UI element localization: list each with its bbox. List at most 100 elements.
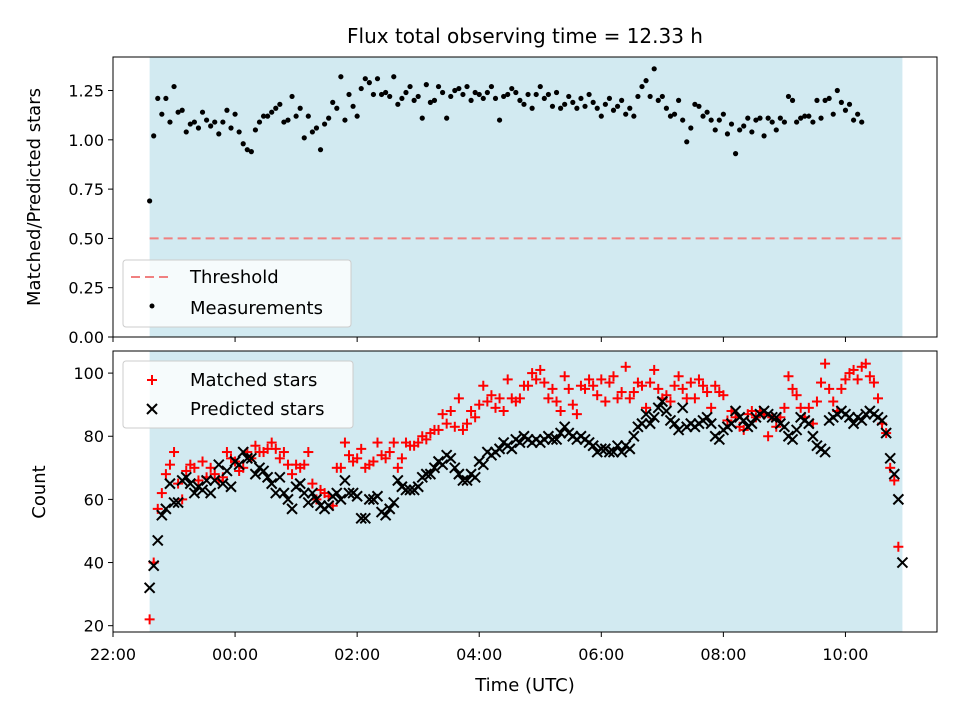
matched-point (205, 462, 216, 473)
predicted-point-b (880, 427, 892, 439)
predicted-point (880, 427, 892, 439)
predicted-point-b (180, 471, 192, 483)
count-xtick-label: 02:00 (334, 645, 380, 664)
predicted-point-b (196, 484, 209, 496)
predicted-point-b (302, 496, 315, 509)
predicted-point (404, 484, 416, 496)
matched-point (462, 418, 473, 429)
predicted-point-b (204, 487, 217, 499)
measurement-point (208, 123, 214, 129)
predicted-point-b (819, 446, 831, 458)
measurement-point (220, 119, 226, 125)
predicted-point-b (705, 417, 717, 430)
matched-point (567, 399, 578, 410)
ratio-ytick-label: 0.75 (68, 180, 104, 199)
predicted-point (355, 512, 367, 525)
measurement-point (383, 89, 389, 96)
measurement-point (472, 89, 478, 96)
measurement-point (602, 101, 608, 107)
predicted-point-b (261, 471, 274, 483)
measurement-point (183, 129, 189, 135)
matched-point (372, 437, 383, 448)
measurement-point (505, 91, 511, 98)
measurement-point (281, 119, 287, 125)
predicted-point (892, 493, 905, 506)
matched-point (303, 447, 314, 458)
count-ytick-label: 40 (84, 554, 104, 573)
predicted-point-b (611, 440, 624, 452)
matched-point (445, 405, 456, 416)
matched-point (551, 396, 562, 407)
matched-point (665, 396, 676, 407)
measurement-point (187, 121, 193, 127)
predicted-point (359, 512, 371, 525)
ratio-y-axis: 0.00 0.25 0.50 0.75 1.00 1.25 (68, 82, 113, 347)
matched-point (274, 453, 285, 464)
matched-point (352, 453, 363, 464)
measurement-point (578, 95, 584, 102)
measurement-point (582, 103, 588, 109)
measurement-point (704, 109, 710, 115)
matched-point (535, 364, 546, 375)
matched-point (380, 453, 391, 464)
measurement-point (370, 91, 377, 98)
measurement-point (484, 89, 490, 96)
matched-point (270, 443, 281, 454)
predicted-point-b (636, 417, 648, 430)
matched-point (645, 377, 656, 388)
predicted-point-b (147, 559, 160, 572)
predicted-point (477, 458, 489, 471)
measurement-point (171, 83, 177, 90)
measurement-point (765, 115, 771, 121)
measurement-point (460, 91, 466, 98)
matched-point (563, 383, 574, 394)
predicted-point-b (668, 417, 681, 430)
predicted-point (766, 411, 778, 424)
predicted-point-b (400, 484, 412, 496)
matched-point (763, 431, 774, 442)
predicted-point-b (469, 471, 481, 483)
measurement-point (818, 115, 824, 121)
matched-point (872, 393, 883, 404)
predicted-point-b (143, 582, 156, 594)
measurement-point (619, 97, 625, 103)
measurement-point (533, 91, 539, 98)
matched-point (689, 393, 700, 404)
measurement-point (830, 111, 836, 117)
measurement-point (415, 93, 421, 100)
matched-point (860, 358, 871, 369)
measurement-point (411, 97, 417, 103)
predicted-point-b (550, 433, 563, 446)
predicted-point (790, 424, 803, 436)
count-xtick-label: 22:00 (90, 645, 136, 664)
predicted-point (265, 477, 278, 490)
matched-point (156, 488, 167, 499)
measurement-point (529, 105, 535, 111)
predicted-point-b (660, 405, 673, 417)
predicted-point-b (514, 436, 526, 449)
predicted-point (184, 477, 197, 490)
predicted-point-b (172, 496, 184, 509)
measurement-point (309, 129, 315, 135)
measurement-point (659, 93, 665, 100)
matched-point (388, 437, 399, 448)
predicted-point (221, 465, 233, 477)
predicted-point (624, 443, 636, 455)
predicted-point (786, 433, 799, 446)
measurement-point (191, 119, 197, 125)
measurement-point (228, 125, 234, 131)
matched-point (580, 383, 591, 394)
predicted-point-b (392, 474, 404, 487)
predicted-point (803, 417, 815, 430)
predicted-point (164, 477, 176, 490)
measurement-point (789, 97, 796, 103)
measurement-point (252, 127, 259, 133)
measurement-point (427, 99, 433, 105)
count-ytick-label: 80 (84, 427, 104, 446)
predicted-point (884, 452, 896, 465)
predicted-point-b (843, 411, 856, 424)
predicted-point-b (445, 452, 457, 465)
predicted-point (672, 424, 685, 436)
matched-point (685, 377, 696, 388)
matched-point (718, 390, 729, 401)
